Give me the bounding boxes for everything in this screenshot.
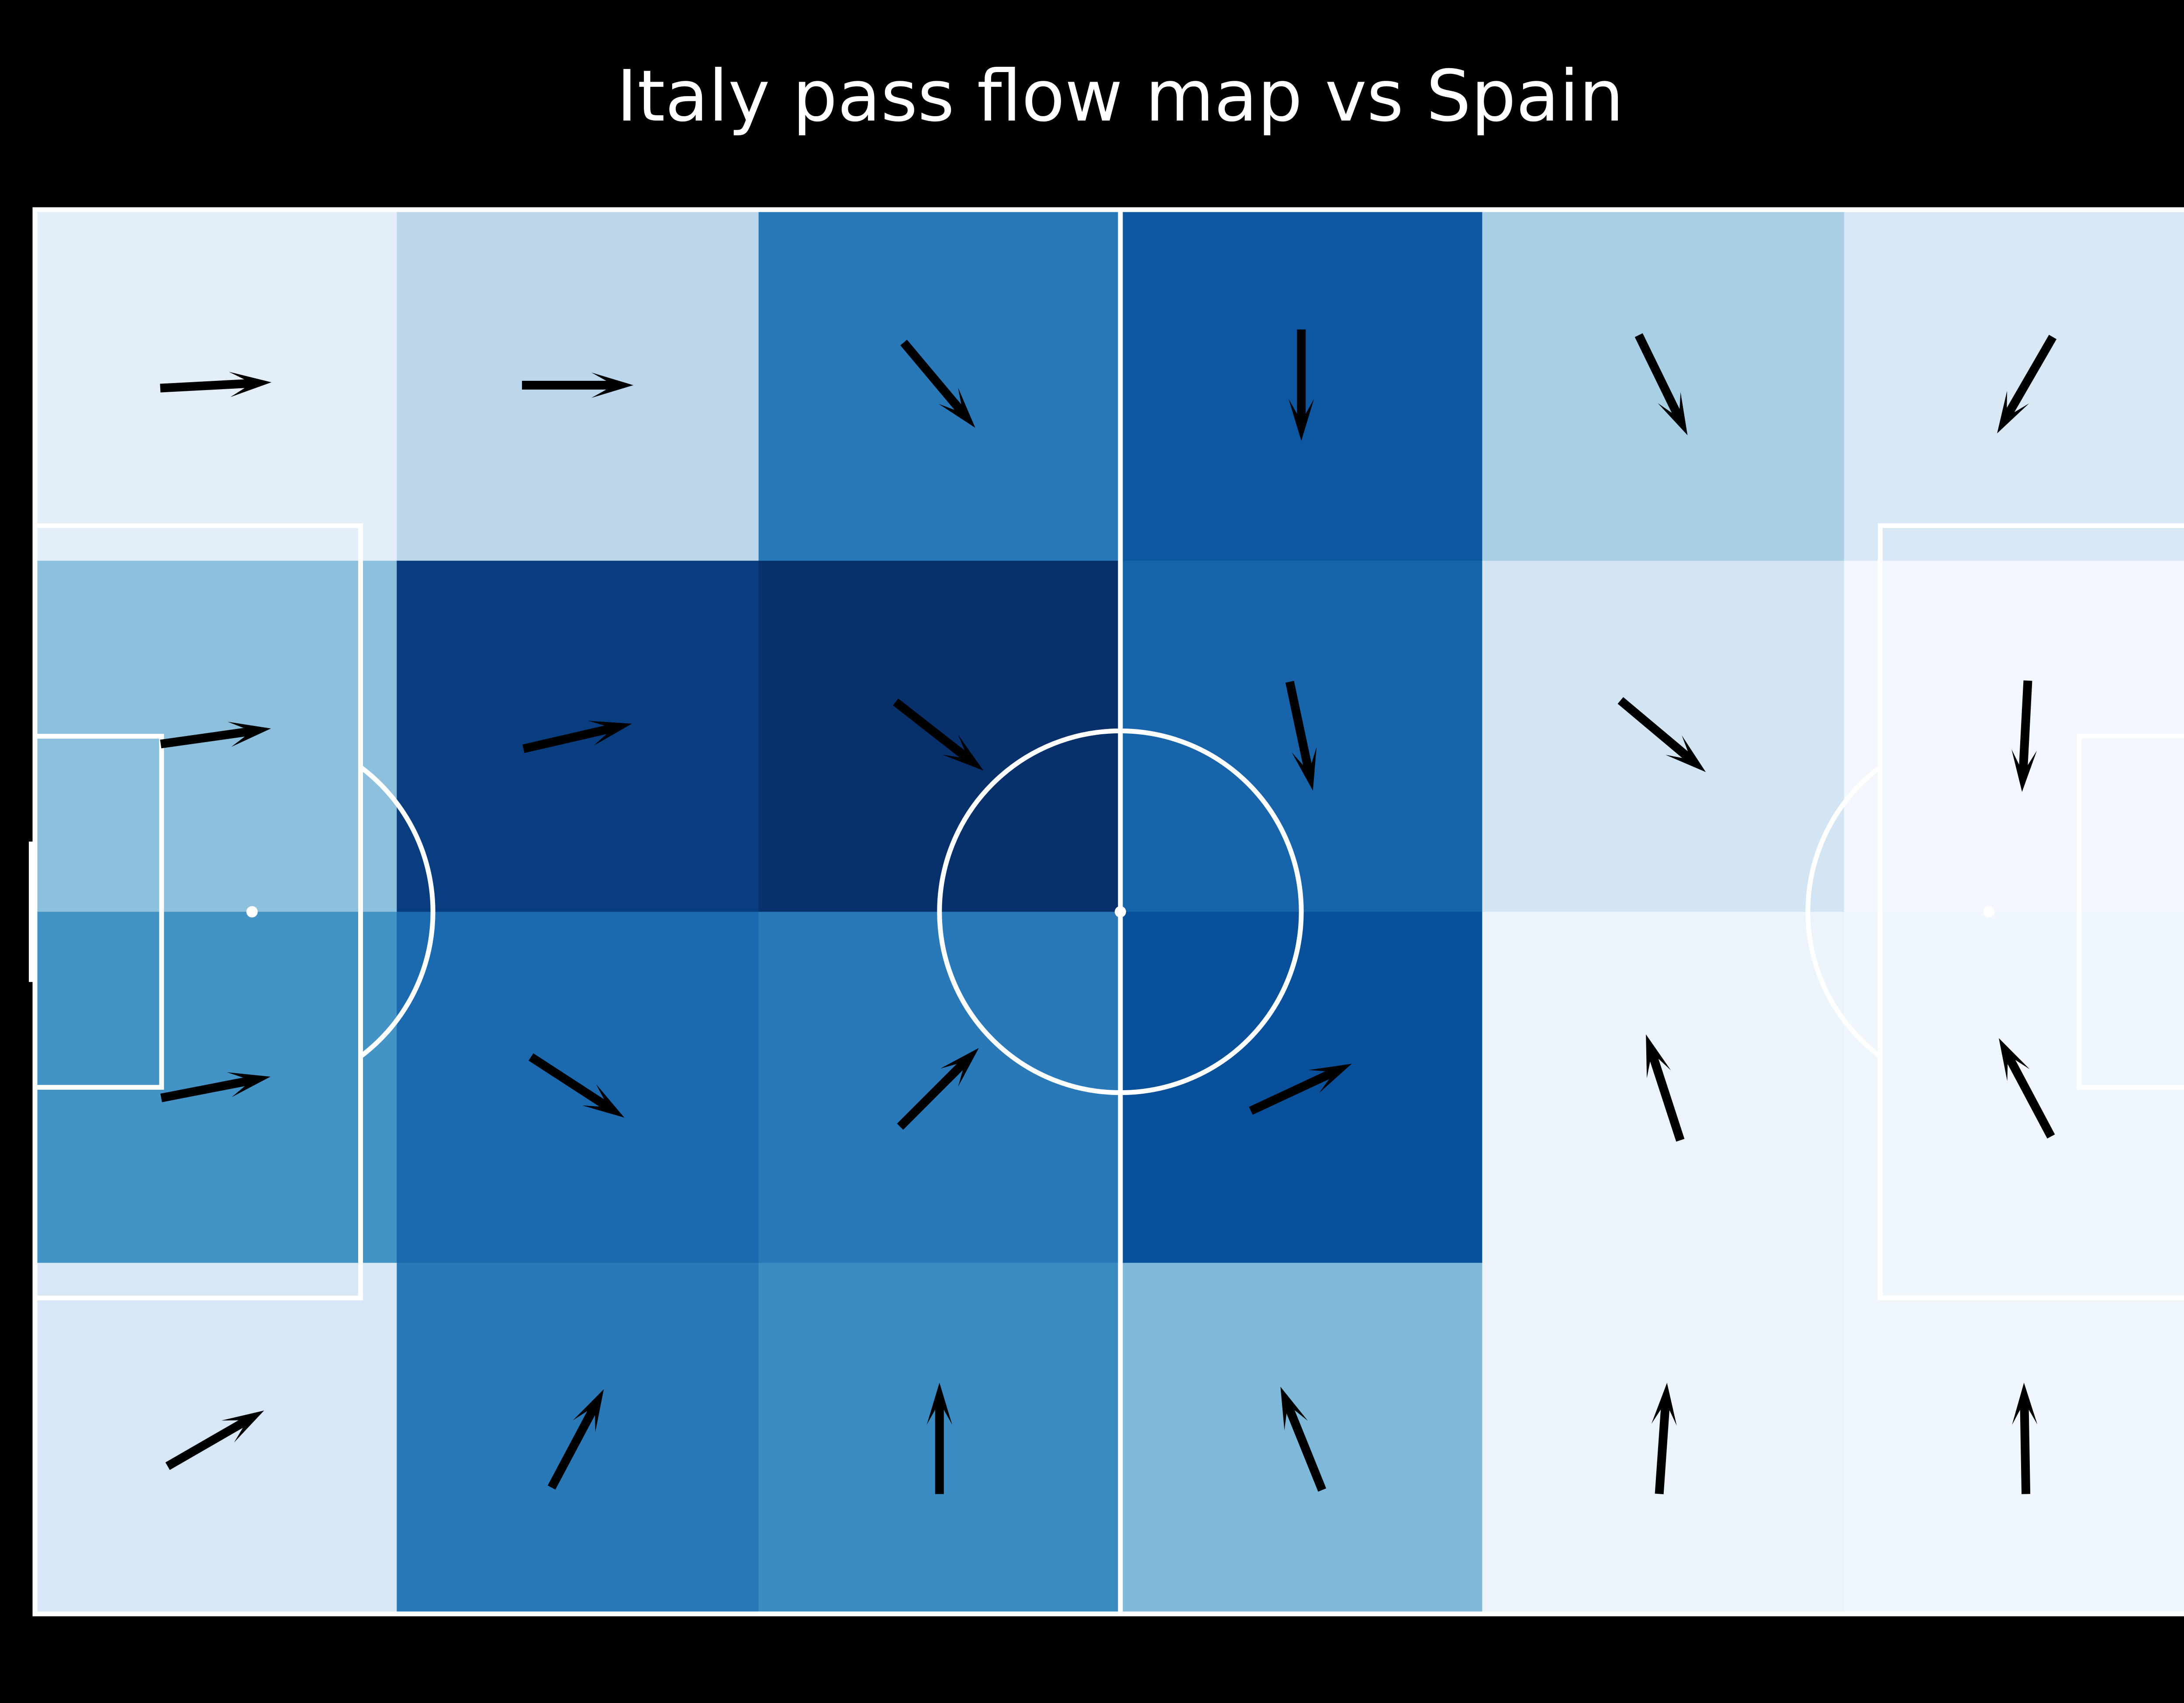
arrow-shape bbox=[893, 698, 984, 771]
arrow-shape bbox=[1285, 681, 1317, 791]
left-penalty-spot bbox=[246, 906, 258, 918]
arrow-shape bbox=[897, 1048, 979, 1130]
centre-spot bbox=[1115, 906, 1126, 918]
arrow-shape bbox=[1999, 1038, 2055, 1139]
right-penalty-arc bbox=[1805, 765, 1882, 1059]
right-penalty-spot bbox=[1983, 906, 1994, 918]
flow-arrow-1-1 bbox=[522, 721, 632, 753]
right-six-yard-box bbox=[2077, 734, 2184, 1090]
heatmap-cells bbox=[35, 210, 2184, 1614]
arrow-shape bbox=[1635, 333, 1688, 435]
left-penalty-arc bbox=[359, 765, 435, 1059]
arrow-shape bbox=[1646, 1034, 1685, 1142]
arrow-shape bbox=[1280, 1386, 1327, 1492]
flow-arrow-2-3 bbox=[926, 1382, 952, 1494]
arrow-shape bbox=[165, 1410, 264, 1470]
flow-arrow-5-0 bbox=[1997, 335, 2057, 434]
arrow-shape bbox=[1617, 697, 1706, 772]
flow-arrow-1-0 bbox=[522, 372, 633, 398]
arrow-shape bbox=[529, 1053, 625, 1118]
arrow-shape bbox=[1289, 329, 1314, 441]
flow-arrow-0-0 bbox=[160, 372, 272, 397]
arrow-shape bbox=[522, 721, 632, 753]
flow-arrow-5-2 bbox=[1999, 1038, 2055, 1139]
chart-title: Italy pass flow map vs Spain bbox=[616, 55, 1624, 138]
flow-arrow-2-0 bbox=[900, 339, 975, 428]
arrow-shape bbox=[1651, 1382, 1677, 1494]
flow-arrow-0-1 bbox=[160, 722, 271, 749]
right-penalty-area bbox=[1878, 523, 2184, 1301]
pitch-markings bbox=[29, 207, 2184, 1617]
flow-arrow-3-3 bbox=[1280, 1386, 1327, 1492]
flow-arrow-4-2 bbox=[1646, 1034, 1685, 1142]
flow-arrow-3-1 bbox=[1285, 681, 1317, 791]
arrow-shape bbox=[926, 1382, 952, 1494]
flow-arrow-4-3 bbox=[1651, 1382, 1677, 1494]
arrow-shape bbox=[522, 372, 633, 398]
flow-arrow-0-3 bbox=[165, 1410, 264, 1470]
flow-arrows bbox=[160, 329, 2057, 1494]
flow-arrow-5-3 bbox=[2012, 1382, 2038, 1494]
flow-arrow-4-1 bbox=[1617, 697, 1706, 772]
flow-arrow-5-1 bbox=[2011, 680, 2037, 792]
arrow-shape bbox=[900, 339, 975, 428]
arrow-shape bbox=[2011, 680, 2037, 792]
heat-cell-5-0 bbox=[1844, 210, 2184, 561]
arrow-shape bbox=[160, 1072, 271, 1102]
flow-arrow-1-3 bbox=[547, 1389, 604, 1490]
arrow-shape bbox=[2012, 1382, 2038, 1494]
flow-arrow-2-1 bbox=[893, 698, 984, 771]
flow-arrow-4-0 bbox=[1635, 333, 1688, 435]
flow-arrow-1-2 bbox=[529, 1053, 625, 1118]
arrow-shape bbox=[160, 722, 271, 749]
arrow-shape bbox=[160, 372, 272, 397]
centre-circle bbox=[937, 728, 1304, 1095]
heat-cell-5-3 bbox=[1844, 1263, 2184, 1614]
flow-arrow-0-2 bbox=[160, 1072, 271, 1102]
flow-arrow-2-2 bbox=[897, 1048, 979, 1130]
left-goal bbox=[29, 841, 35, 982]
arrow-shape bbox=[1997, 335, 2057, 434]
arrow-shape bbox=[1249, 1064, 1352, 1115]
flow-arrow-3-2 bbox=[1249, 1064, 1352, 1115]
arrow-shape bbox=[547, 1389, 604, 1490]
flow-arrow-3-0 bbox=[1289, 329, 1314, 441]
